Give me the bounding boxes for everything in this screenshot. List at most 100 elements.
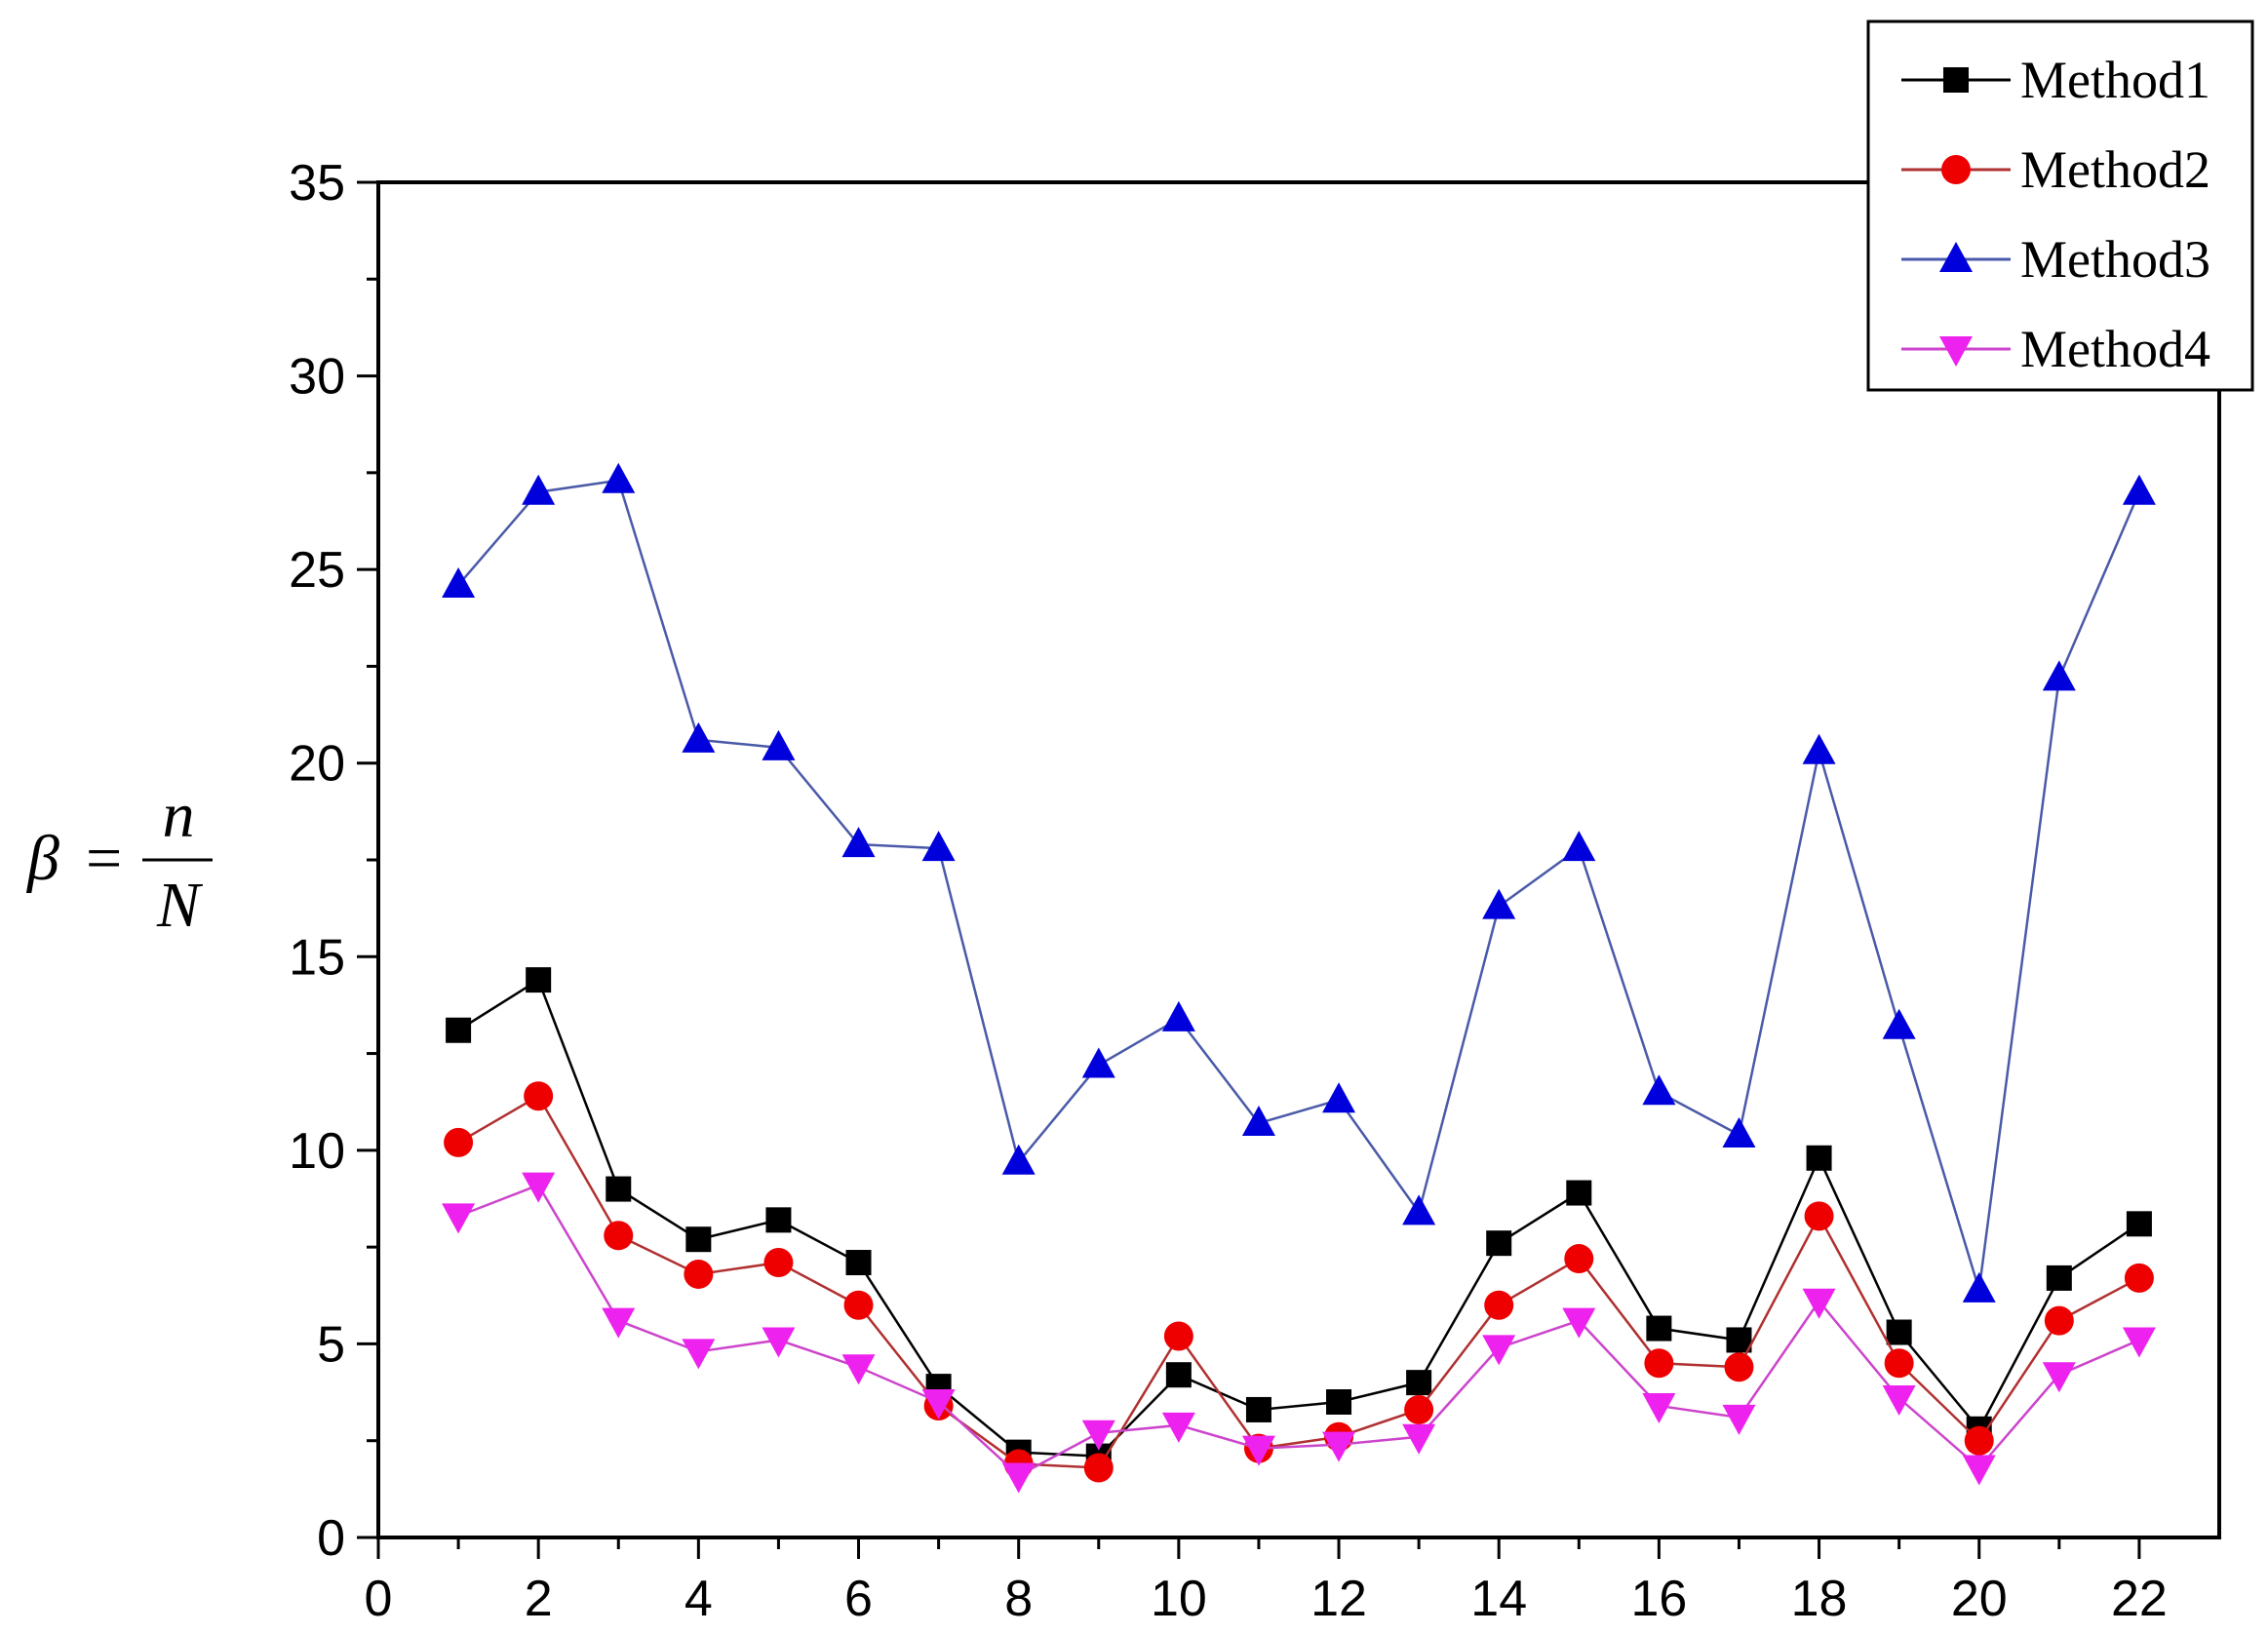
data-point-method4 [1001, 1462, 1036, 1494]
data-point-method1 [1566, 1180, 1592, 1206]
y-axis-label-denominator: N [156, 870, 204, 941]
x-tick-label: 4 [684, 1571, 713, 1627]
data-point-method3 [1402, 1194, 1436, 1226]
legend-box [1866, 19, 2254, 392]
data-point-method3 [1001, 1144, 1036, 1175]
data-point-method3 [1161, 1000, 1195, 1031]
data-point-method3 [1562, 831, 1596, 862]
legend-entry-method1: Method1 [1901, 51, 2210, 109]
data-point-method4 [1802, 1288, 1836, 1319]
data-point-method4 [1482, 1335, 1516, 1366]
data-point-method1 [1726, 1327, 1752, 1353]
data-point-method3 [2122, 474, 2156, 505]
series-line-method3 [457, 479, 2141, 1291]
data-point-method1 [446, 1017, 472, 1043]
y-tick-label: 35 [289, 155, 345, 212]
legend-marker-method1 [1943, 67, 1969, 93]
data-point-method4 [682, 1339, 716, 1370]
data-point-method4 [1241, 1435, 1275, 1466]
y-tick-label: 20 [289, 736, 345, 793]
data-point-method2 [1564, 1244, 1594, 1274]
data-point-method2 [1083, 1453, 1114, 1483]
data-point-method1 [685, 1226, 712, 1253]
data-point-method4 [2042, 1362, 2076, 1393]
series-line-method4 [457, 1184, 2140, 1477]
data-point-method3 [841, 827, 876, 858]
data-point-method4 [1402, 1423, 1436, 1455]
y-tick-label: 15 [289, 929, 345, 986]
data-point-method1 [1406, 1370, 1432, 1396]
legend-label-method2: Method2 [2020, 140, 2210, 199]
legend-entry-method3: Method3 [1901, 230, 2210, 289]
series-method3 [442, 462, 2156, 1303]
x-tick-label: 0 [365, 1571, 393, 1627]
x-tick-label: 2 [525, 1571, 553, 1627]
y-tick-label: 30 [289, 349, 345, 406]
data-point-method3 [1642, 1074, 1676, 1106]
legend-entries: Method1 Method2 Method3 Method4 [1901, 51, 2210, 378]
data-point-method4 [1882, 1385, 1916, 1417]
x-tick-label: 16 [1630, 1571, 1687, 1627]
data-point-method1 [2126, 1211, 2152, 1237]
y-axis-label-symbol: β [25, 823, 59, 894]
data-point-method2 [684, 1259, 714, 1289]
data-point-method3 [1802, 733, 1836, 764]
x-axis: 0 2 4 6 8 10 12 14 16 18 20 22 [365, 1537, 2168, 1627]
x-tick-label: 18 [1791, 1571, 1848, 1627]
data-point-method4 [522, 1172, 556, 1203]
legend-entry-method2: Method2 [1901, 140, 2210, 199]
data-point-method4 [1322, 1431, 1356, 1462]
data-point-method2 [1804, 1201, 1834, 1231]
data-point-method3 [602, 462, 636, 493]
x-tick-label: 14 [1470, 1571, 1527, 1627]
data-point-method4 [1962, 1455, 1996, 1486]
data-point-method2 [1724, 1352, 1754, 1382]
y-axis-label-numerator: n [163, 780, 195, 851]
data-point-method4 [1642, 1392, 1676, 1423]
legend-label-method3: Method3 [2020, 230, 2210, 289]
x-tick-label: 12 [1310, 1571, 1367, 1627]
data-point-method1 [1646, 1315, 1672, 1342]
data-point-method3 [1241, 1106, 1275, 1137]
x-tick-label: 6 [844, 1571, 873, 1627]
legend-marker-method3 [1939, 242, 1973, 272]
data-point-method2 [1404, 1394, 1434, 1424]
data-point-method3 [1322, 1082, 1356, 1113]
x-tick-label: 20 [1951, 1571, 2008, 1627]
y-tick-label: 0 [317, 1510, 345, 1567]
data-point-method2 [1884, 1348, 1914, 1379]
legend-marker-method2 [1941, 155, 1971, 184]
x-tick-label: 22 [2111, 1571, 2168, 1627]
y-axis-label: β = n N [25, 780, 213, 941]
data-point-method3 [682, 721, 716, 753]
data-point-method4 [1722, 1404, 1756, 1435]
data-point-method4 [442, 1203, 476, 1234]
data-point-method2 [604, 1221, 634, 1251]
data-point-method4 [921, 1389, 956, 1420]
data-point-method1 [845, 1250, 872, 1276]
data-point-method2 [444, 1127, 474, 1157]
y-tick-label: 5 [317, 1316, 345, 1373]
data-point-method3 [1081, 1047, 1115, 1078]
data-point-method3 [762, 729, 796, 760]
series-method4 [442, 1172, 2156, 1494]
data-point-method1 [526, 967, 552, 993]
data-point-method4 [602, 1307, 636, 1339]
legend-marker-method4 [1939, 336, 1973, 367]
x-tick-label: 8 [1004, 1571, 1033, 1627]
data-point-method3 [921, 831, 956, 862]
data-point-method1 [1326, 1389, 1352, 1415]
legend-entry-method4: Method4 [1901, 320, 2210, 378]
data-point-method4 [1161, 1412, 1195, 1443]
data-point-method2 [2044, 1305, 2074, 1336]
data-point-method4 [1562, 1307, 1596, 1339]
data-point-method4 [2122, 1327, 2156, 1358]
series-line-method2 [457, 1094, 2140, 1469]
data-point-method1 [1886, 1319, 1912, 1345]
legend: Method1 Method2 Method3 Method4 [1866, 19, 2254, 392]
y-tick-label: 25 [289, 542, 345, 599]
legend-label-method4: Method4 [2020, 320, 2210, 378]
data-point-method1 [606, 1176, 632, 1202]
x-tick-label: 10 [1151, 1571, 1207, 1627]
data-point-method1 [1165, 1362, 1192, 1388]
